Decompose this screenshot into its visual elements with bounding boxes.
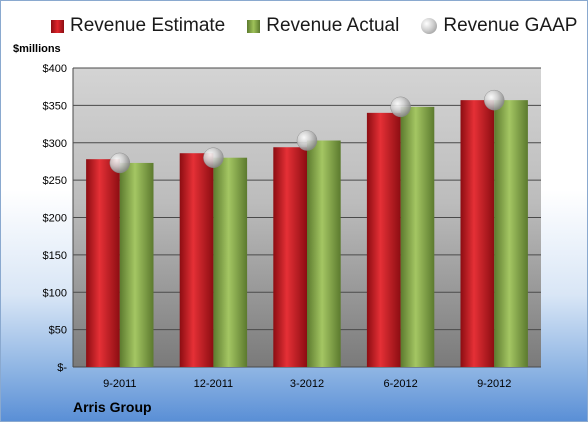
legend-item-actual: Revenue Actual (247, 15, 399, 37)
y-tick-label: $350 (43, 100, 67, 112)
y-axis-tick-labels: $- $50 $100 $150 $200 $250 $300 $350 $400 (43, 63, 68, 374)
x-axis-tick-labels: 9-2011 12-2011 3-2012 6-2012 9-2012 (103, 378, 511, 390)
gaap-markers (109, 89, 505, 174)
company-name: Arris Group (73, 399, 152, 415)
legend-item-estimate: Revenue Estimate (51, 15, 225, 37)
y-tick-label: $50 (49, 325, 67, 337)
y-axis-unit-label: $millions (13, 43, 61, 55)
bar-revenue-actual (400, 106, 435, 368)
legend-label-estimate: Revenue Estimate (70, 15, 226, 36)
y-tick-label: $300 (43, 138, 67, 150)
bar-revenue-estimate (460, 100, 495, 367)
y-tick-label: $400 (43, 63, 67, 75)
y-tick-label: $200 (43, 213, 67, 225)
bar-revenue-actual (119, 162, 154, 367)
bars (86, 100, 528, 368)
y-tick-label: $250 (43, 175, 67, 187)
legend-label-actual: Revenue Actual (266, 15, 400, 36)
legend-swatch-gaap (421, 18, 438, 34)
y-tick-label: $100 (43, 287, 67, 299)
x-tick-label: 12-2011 (194, 378, 234, 390)
marker-revenue-gaap (483, 89, 505, 111)
y-tick-label: $- (57, 362, 67, 374)
x-tick-label: 6-2012 (383, 378, 417, 390)
x-tick-label: 9-2012 (477, 378, 511, 390)
bar-revenue-actual (494, 100, 528, 367)
bar-revenue-estimate (273, 147, 307, 367)
legend-swatch-estimate (51, 19, 64, 33)
bar-revenue-actual (213, 157, 248, 367)
legend-swatch-actual (247, 19, 261, 33)
marker-revenue-gaap (109, 152, 131, 174)
legend-item-gaap: Revenue GAAP (421, 15, 577, 37)
marker-revenue-gaap (296, 130, 318, 151)
x-tick-label: 3-2012 (290, 378, 324, 390)
marker-revenue-gaap (390, 96, 411, 118)
marker-revenue-gaap (203, 147, 224, 168)
bar-revenue-estimate (366, 112, 401, 367)
y-tick-label: $150 (43, 250, 67, 262)
bar-revenue-actual (307, 140, 341, 367)
legend-label-gaap: Revenue GAAP (443, 15, 578, 36)
x-tick-label: 9-2011 (103, 378, 136, 390)
bar-revenue-estimate (86, 159, 120, 367)
bar-revenue-estimate (179, 153, 214, 367)
legend: Revenue Estimate Revenue Actual Revenue … (51, 15, 587, 37)
